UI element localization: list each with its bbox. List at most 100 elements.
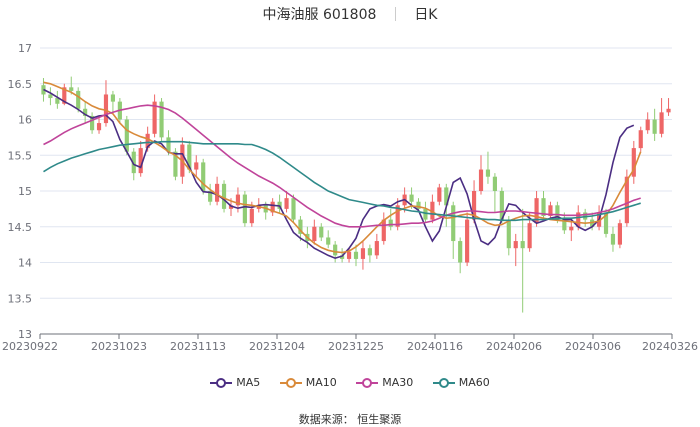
candle-body bbox=[541, 198, 546, 217]
x-tick-label: 20231023 bbox=[91, 340, 147, 353]
candle-body bbox=[610, 233, 616, 245]
x-tick-label: 20240116 bbox=[407, 340, 463, 353]
candle-body bbox=[215, 183, 220, 202]
chart-title: 中海油服 601808 日K bbox=[0, 4, 700, 24]
candle-body bbox=[381, 219, 386, 242]
legend-ma5-icon bbox=[210, 377, 233, 388]
candle-body bbox=[131, 151, 136, 174]
candle-body bbox=[659, 112, 664, 134]
candle-body bbox=[319, 226, 324, 238]
candle-body bbox=[228, 205, 234, 209]
candle-body bbox=[506, 219, 511, 249]
legend-item-ma10[interactable]: MA10 bbox=[279, 376, 337, 389]
candle-body bbox=[48, 94, 53, 99]
candle-body bbox=[499, 191, 504, 220]
x-tick-label: 20231225 bbox=[328, 340, 384, 353]
x-tick-label: 20230922 bbox=[2, 340, 58, 353]
candle-body bbox=[416, 201, 421, 209]
candle-body bbox=[187, 144, 192, 170]
candle-body bbox=[492, 176, 497, 191]
candle-body bbox=[631, 148, 636, 177]
candle-body bbox=[353, 251, 359, 259]
candles bbox=[41, 76, 671, 313]
candle-body bbox=[312, 226, 317, 242]
candle-body bbox=[249, 208, 254, 224]
candle-body bbox=[138, 148, 143, 174]
candle-body bbox=[83, 108, 88, 116]
candle-body bbox=[194, 162, 199, 170]
x-tick-label: 20240306 bbox=[565, 340, 621, 353]
ma-line-ma30 bbox=[43, 104, 641, 228]
candle-body bbox=[395, 205, 400, 227]
candle-body bbox=[291, 198, 296, 220]
candle-body bbox=[471, 191, 477, 220]
candle-body bbox=[555, 205, 560, 220]
stock-name: 中海油服 601808 bbox=[262, 7, 377, 23]
candle-body bbox=[562, 219, 567, 231]
candle-body bbox=[485, 169, 491, 177]
legend-item-ma5[interactable]: MA5 bbox=[210, 376, 260, 389]
y-tick-label: 16.5 bbox=[8, 78, 33, 91]
candle-body bbox=[423, 208, 428, 220]
period-label: 日K bbox=[414, 7, 438, 23]
legend-item-ma30[interactable]: MA30 bbox=[356, 376, 413, 389]
candle-body bbox=[409, 194, 414, 202]
candle-body bbox=[478, 169, 484, 191]
legend-item-ma60[interactable]: MA60 bbox=[432, 376, 490, 389]
candle-body bbox=[298, 219, 303, 234]
candle-body bbox=[603, 212, 609, 234]
candle-body bbox=[208, 191, 213, 202]
candle-body bbox=[284, 198, 289, 209]
candle-body bbox=[527, 223, 532, 249]
candle-body bbox=[242, 194, 247, 224]
candle-body bbox=[569, 226, 574, 231]
candle-body bbox=[534, 198, 539, 224]
candle-body bbox=[326, 237, 331, 245]
candle-body bbox=[548, 205, 553, 217]
ma-line-ma5 bbox=[43, 88, 635, 260]
candle-body bbox=[145, 133, 150, 149]
legend-ma60-icon bbox=[432, 377, 455, 388]
x-tick-label: 20240206 bbox=[486, 340, 542, 353]
candle-body bbox=[69, 87, 74, 91]
candle-body bbox=[451, 205, 456, 242]
candle-body bbox=[465, 219, 470, 263]
candle-body bbox=[96, 123, 102, 131]
candle-body bbox=[645, 119, 650, 131]
candle-body bbox=[652, 119, 657, 134]
candle-body bbox=[624, 176, 629, 224]
candlestick-chart: 13 13.5 14 14.5 15 15.5 16 16.5 17 20230922 202310… bbox=[2, 42, 698, 353]
candle-body bbox=[159, 101, 164, 138]
grid bbox=[40, 47, 672, 335]
candle-body bbox=[458, 241, 463, 263]
candle-body bbox=[444, 187, 449, 206]
x-tick-label: 20231113 bbox=[170, 340, 226, 353]
y-tick-label: 15.5 bbox=[8, 149, 33, 162]
candle-body bbox=[55, 98, 60, 104]
x-tick-label: 20231204 bbox=[249, 340, 305, 353]
y-tick-label: 13 bbox=[18, 328, 32, 341]
ma-line-ma60 bbox=[43, 140, 641, 222]
x-tick-label: 20240326 bbox=[642, 340, 698, 353]
title-separator bbox=[394, 7, 396, 21]
candle-body bbox=[173, 151, 178, 177]
candle-body bbox=[360, 248, 366, 259]
y-tick-label: 14.5 bbox=[8, 221, 33, 234]
y-tick-label: 14 bbox=[18, 257, 32, 270]
y-tick-label: 13.5 bbox=[8, 292, 33, 305]
candle-body bbox=[367, 248, 372, 256]
candle-body bbox=[520, 241, 525, 249]
candle-body bbox=[221, 183, 227, 209]
candle-body bbox=[62, 87, 67, 104]
legend-ma30-icon bbox=[356, 377, 379, 388]
candle-body bbox=[152, 101, 157, 134]
candle-body bbox=[638, 130, 643, 149]
candle-body bbox=[513, 241, 518, 249]
candle-body bbox=[201, 162, 206, 191]
ma-line-ma10 bbox=[43, 81, 642, 254]
candle-body bbox=[576, 212, 581, 227]
y-tick-label: 16 bbox=[18, 114, 32, 127]
candle-body bbox=[333, 244, 338, 256]
candle-body bbox=[235, 194, 241, 206]
data-source: 数据来源： 恒生聚源 bbox=[298, 413, 402, 426]
